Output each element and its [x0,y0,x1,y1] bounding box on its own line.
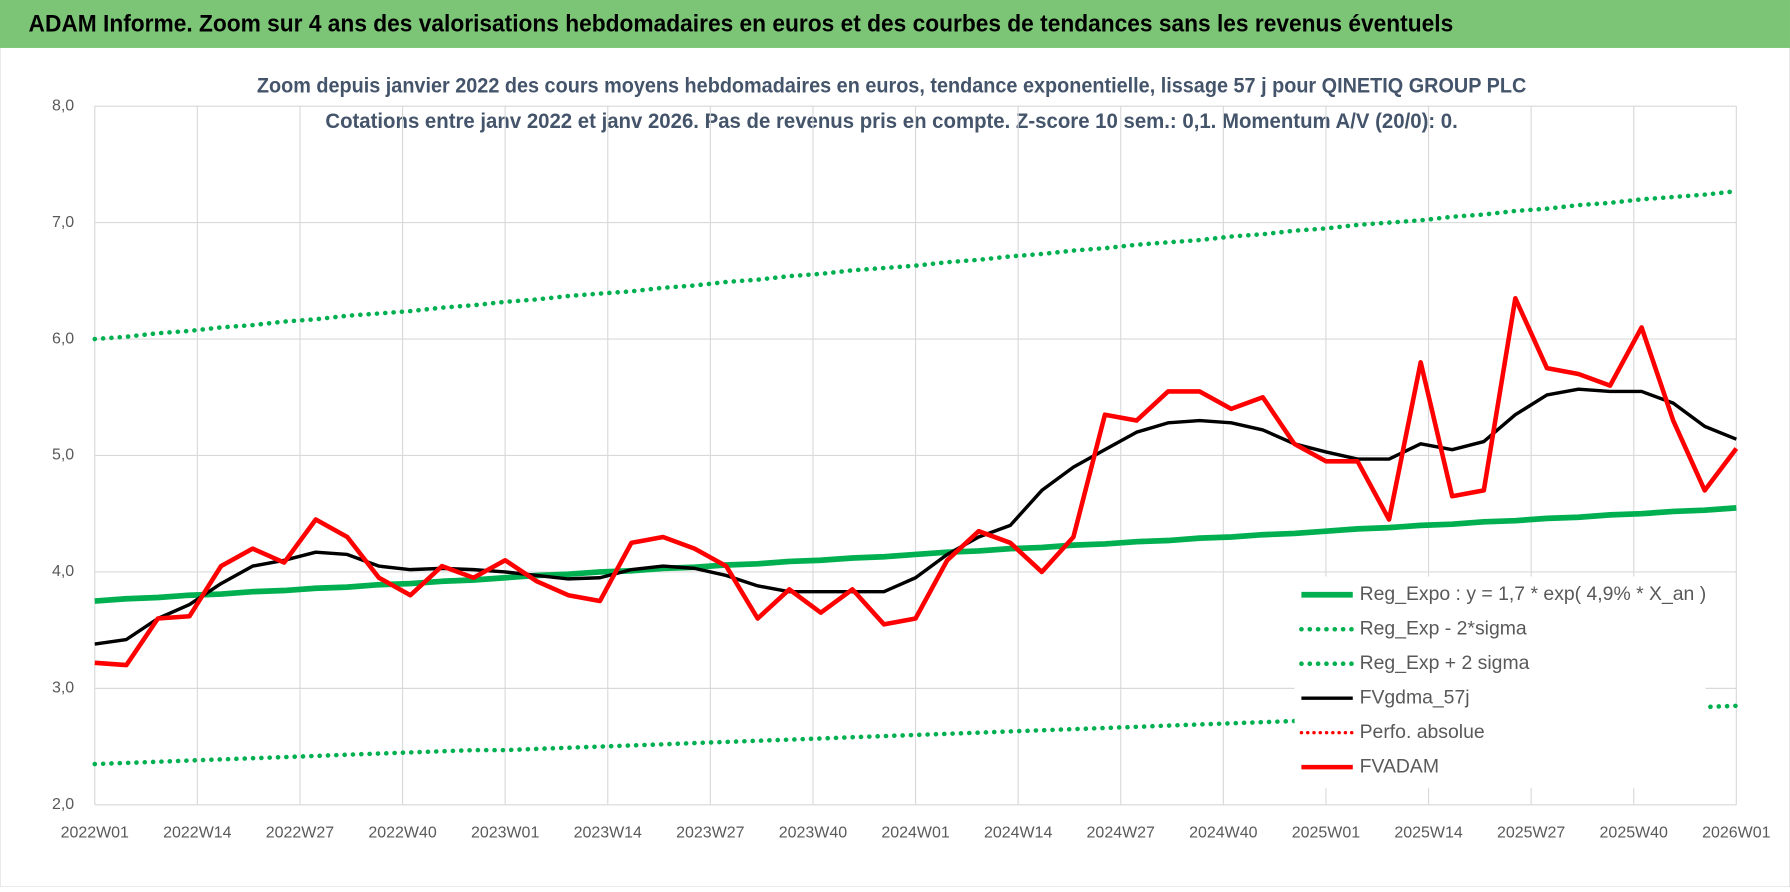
y-tick-label: 4,0 [52,563,74,580]
legend-label: Reg_Exp + 2 sigma [1360,652,1530,674]
series-line [94,296,1739,668]
x-tick-label: 2022W01 [61,825,129,842]
x-tick-label: 2022W40 [368,825,436,842]
y-tick-label: 5,0 [52,447,74,464]
x-tick-label: 2023W01 [471,825,539,842]
x-tick-label: 2023W27 [676,825,744,842]
x-tick-label: 2026W01 [1702,825,1770,842]
x-tick-label: 2022W14 [163,825,231,842]
y-tick-label: 7,0 [52,214,74,231]
title-box [253,68,1532,140]
x-tick-label: 2025W27 [1497,825,1565,842]
x-tick-label: 2024W27 [1087,825,1155,842]
x-tick-label: 2025W40 [1600,825,1668,842]
legend: Reg_Expo : y = 1,7 * exp( 4,9% * X_an ) R… [1294,576,1707,788]
legend-label: Perfo. absolue [1360,721,1485,743]
series-line [94,505,1737,604]
legend-label: FVADAM [1360,755,1439,777]
series-line [92,188,1739,342]
header-title: ADAM Informe. Zoom sur 4 ans des valoris… [29,10,1454,37]
legend-box [1294,576,1706,788]
x-tick-label: 2023W14 [574,825,642,842]
x-tick-label: 2025W01 [1292,825,1360,842]
chart-title: Zoom depuis janvier 2022 des cours moyen… [257,72,1527,97]
y-tick-label: 2,0 [52,796,74,813]
y-tick-label: 8,0 [52,97,74,114]
x-tick-label: 2025W14 [1394,825,1462,842]
x-tick-label: 2022W27 [266,825,334,842]
legend-label: Reg_Exp - 2*sigma [1360,617,1527,639]
x-tick-label: 2024W14 [984,825,1052,842]
chart-subtitle: Cotations entre janv 2022 et janv 2026. … [325,108,1457,133]
y-tick-label: 3,0 [52,680,74,697]
y-tick-label: 6,0 [52,330,74,347]
legend-label: Reg_Expo : y = 1,7 * exp( 4,9% * X_an ) [1360,583,1707,605]
x-tick-label: 2024W40 [1189,825,1257,842]
x-tick-label: 2023W40 [779,825,847,842]
legend-label: FVgdma_57j [1360,686,1470,708]
header-bar [0,0,1790,48]
x-tick-label: 2024W01 [881,825,949,842]
